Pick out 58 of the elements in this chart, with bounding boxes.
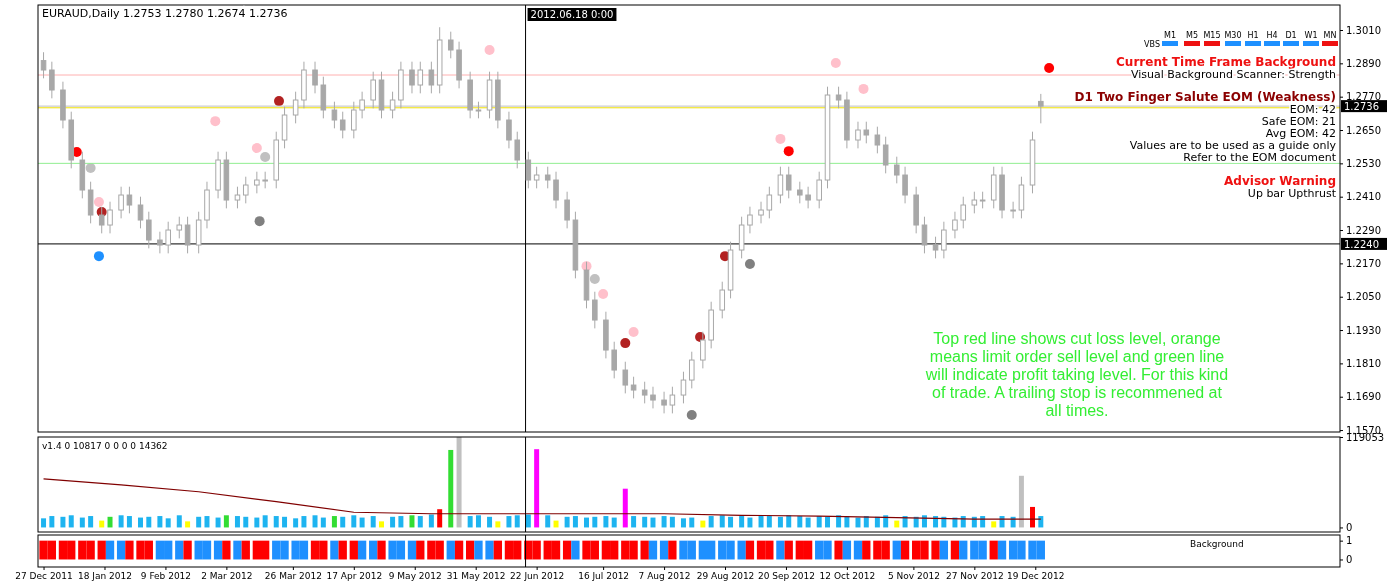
y-tick-label: 1 bbox=[1346, 535, 1353, 547]
x-tick-label: 2 Mar 2012 bbox=[201, 571, 253, 582]
annotation: VBS bbox=[1144, 40, 1160, 49]
x-tick-label: 20 Sep 2012 bbox=[757, 571, 815, 582]
x-tick-label: 27 Dec 2011 bbox=[15, 571, 73, 582]
annotation: Current Time Frame Background bbox=[1116, 55, 1336, 69]
annotation: Visual Background Scanner: Strength bbox=[1130, 68, 1337, 81]
y-tick-label: 1.1690 bbox=[1346, 391, 1381, 403]
annotation: Top red line shows cut loss level, orange means limit order sell level and green line will indicate profit taking level. For this kind of trade. A trailing stop is recommened at all times. bbox=[924, 330, 1230, 420]
chart-title: Background bbox=[1190, 539, 1244, 549]
x-tick-label: 29 Aug 2012 bbox=[696, 571, 755, 582]
ref-line-label: 1.2240 bbox=[1344, 238, 1379, 250]
annotation: H1 bbox=[1247, 31, 1259, 40]
x-tick-label: 22 Jun 2012 bbox=[510, 571, 565, 582]
x-tick-label: 26 Mar 2012 bbox=[264, 571, 322, 582]
annotation: Up bar Upthrust bbox=[1247, 187, 1337, 200]
annotation: Advisor Warning bbox=[1224, 174, 1336, 188]
annotation: M5 bbox=[1186, 31, 1198, 40]
y-tick-label: 0 bbox=[1346, 554, 1353, 566]
ref-line-label: 1.2736 bbox=[1344, 101, 1379, 113]
annotation: MN bbox=[1323, 31, 1337, 40]
y-tick-label: 1.2890 bbox=[1346, 58, 1381, 70]
chart-title: v1.4 0 10817 0 0 0 0 14362 bbox=[42, 441, 168, 451]
x-tick-label: 19 Dec 2012 bbox=[1007, 571, 1065, 582]
x-tick-label: 7 Aug 2012 bbox=[638, 571, 691, 582]
x-tick-label: 9 May 2012 bbox=[388, 571, 442, 582]
chart-title: EURAUD,Daily 1.2753 1.2780 1.2674 1.2736 bbox=[42, 7, 288, 20]
y-tick-label: 1.1930 bbox=[1346, 324, 1381, 336]
y-tick-label: 1.3010 bbox=[1346, 24, 1381, 36]
y-tick-label: 1.2410 bbox=[1346, 191, 1381, 203]
y-tick-label: 1.2650 bbox=[1346, 124, 1381, 136]
x-tick-label: 31 May 2012 bbox=[446, 571, 506, 582]
y-tick-label: 1.2170 bbox=[1346, 258, 1381, 270]
x-tick-label: 12 Oct 2012 bbox=[819, 571, 876, 582]
annotation: Values are to be used as a guide only bbox=[1129, 139, 1337, 152]
annotation: D1 bbox=[1285, 31, 1297, 40]
x-tick-label: 5 Nov 2012 bbox=[887, 571, 940, 582]
x-tick-label: 16 Jul 2012 bbox=[578, 571, 630, 582]
annotation: M15 bbox=[1203, 31, 1221, 40]
y-tick-label: 0 bbox=[1346, 522, 1353, 534]
annotation: D1 Two Finger Salute EOM (Weakness) bbox=[1074, 90, 1336, 104]
y-tick-label: 1.2050 bbox=[1346, 291, 1381, 303]
ref-line-label: 2012.06.18 0:00 bbox=[530, 9, 614, 20]
annotation: W1 bbox=[1304, 31, 1318, 40]
annotation: Refer to the EOM document bbox=[1183, 151, 1337, 164]
annotation: Avg EOM: 42 bbox=[1265, 127, 1336, 140]
x-tick-label: 17 Apr 2012 bbox=[326, 571, 383, 582]
x-tick-label: 18 Jan 2012 bbox=[78, 571, 132, 582]
annotation: M1 bbox=[1164, 31, 1176, 40]
y-tick-label: 1.2290 bbox=[1346, 224, 1381, 236]
y-tick-label: 1.1810 bbox=[1346, 358, 1381, 370]
annotation: Safe EOM: 21 bbox=[1261, 115, 1336, 128]
x-tick-label: 9 Feb 2012 bbox=[140, 571, 192, 582]
annotation: M30 bbox=[1224, 31, 1242, 40]
annotation: H4 bbox=[1266, 31, 1278, 40]
x-tick-label: 27 Nov 2012 bbox=[946, 571, 1004, 582]
y-tick-label: 1.2530 bbox=[1346, 158, 1381, 170]
y-tick-label: 1.2770 bbox=[1346, 91, 1381, 103]
